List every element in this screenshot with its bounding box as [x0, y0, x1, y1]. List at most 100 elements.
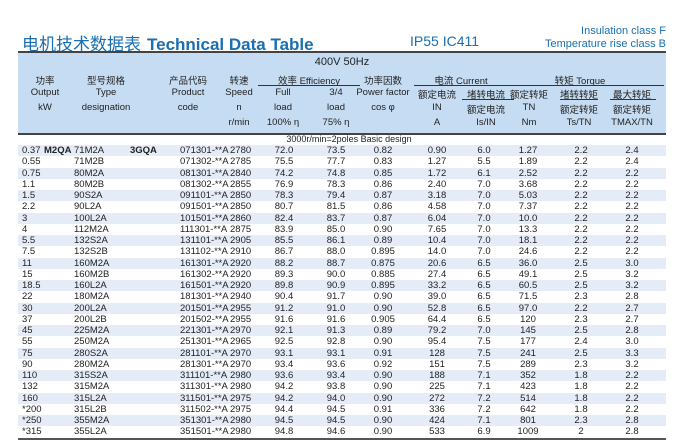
cell-speed: 2955 — [230, 313, 252, 325]
cell-code: 251301-**A — [180, 336, 229, 348]
cell-speed: 2920 — [230, 280, 252, 291]
header-output-line-2: kW — [38, 102, 52, 113]
cell-output: 90 — [22, 358, 33, 370]
header-tstn-line-2: Ts/TN — [566, 117, 592, 128]
cell-speed: 2855 — [230, 178, 252, 190]
cell-type: 315M2A — [74, 381, 110, 393]
cell-code: 221301-**A — [180, 325, 229, 336]
cell-rated-current: 1.72 — [427, 167, 447, 179]
cell-speed: 2975 — [230, 392, 252, 404]
cell-type: 160M2A — [74, 257, 110, 269]
cell-output: *250 — [22, 415, 42, 426]
cell-tmax-tn: 2.4 — [625, 145, 639, 156]
cell-rated-current: 2.40 — [427, 178, 447, 190]
cell-tmax-tn: 3.0 — [625, 257, 639, 269]
cell-code: 091501-**A — [180, 201, 229, 213]
cell-eff-full: 82.4 — [274, 212, 294, 224]
header-underline — [610, 99, 656, 100]
cell-power-factor: 0.895 — [371, 246, 395, 258]
cell-tmax-tn: 2.2 — [625, 403, 639, 415]
cell-rated-torque: 352 — [520, 370, 536, 381]
cell-eff-full: 85.5 — [274, 235, 294, 246]
header-eff-34-line-2: 75% η — [322, 117, 350, 128]
cell-eff-34: 81.5 — [326, 201, 346, 213]
cell-eff-full: 86.7 — [274, 246, 294, 258]
table-row: 11 160M2A 161301-**A 2920 88.2 88.7 0.875 20.6 6… — [18, 257, 666, 269]
cell-type: 160L2A — [74, 280, 107, 291]
cell-eff-34: 91.3 — [326, 325, 346, 336]
cell-rated-current: 14.0 — [427, 246, 447, 258]
cell-speed: 2910 — [230, 246, 252, 258]
cell-power-factor: 0.87 — [373, 190, 393, 201]
table-row: 2.2 90L2A 091501-**A 2850 80.7 81.5 0.86 4.58 7.… — [18, 201, 666, 212]
cell-power-factor: 0.905 — [371, 313, 395, 325]
cell-type: 71M2B — [74, 156, 105, 168]
cell-rated-current: 1.27 — [427, 156, 447, 168]
cell-code: 071301-**A — [180, 145, 229, 156]
cell-tmax-tn: 2.2 — [625, 178, 639, 190]
cell-type: 315L2B — [74, 403, 107, 415]
cell-code: 311502-**A — [180, 403, 228, 415]
cell-tmax-tn: 2.2 — [625, 370, 639, 381]
cell-output: *315 — [22, 426, 42, 438]
cell-output: 22 — [22, 291, 33, 303]
cell-rated-torque: 71.5 — [518, 291, 538, 303]
cell-rated-current: 188 — [429, 370, 445, 381]
header-current: 电流 Current — [434, 76, 488, 87]
cell-rated-current: 95.4 — [427, 336, 447, 348]
cell-rated-current: 20.6 — [427, 257, 447, 269]
cell-rated-current: 272 — [429, 392, 445, 404]
cell-rated-torque: 177 — [520, 336, 536, 348]
cell-output: 4 — [22, 223, 28, 235]
cell-eff-full: 92.1 — [274, 325, 294, 336]
header-tmax-line-0: 最大转矩 — [612, 90, 652, 101]
table-row: 1.1 80M2B 081302-**A 2855 76.9 78.3 0.86 2.40 7.… — [18, 179, 666, 190]
table-row: 18.5 160L2A 161501-**A 2920 89.8 90.9 0.895 33.… — [18, 280, 666, 291]
cell-power-factor: 0.87 — [373, 212, 393, 224]
cell-eff-34: 74.8 — [326, 167, 346, 179]
cell-eff-34: 91.6 — [326, 313, 346, 325]
cell-rated-current: 52.8 — [427, 302, 447, 314]
cell-rated-torque: 60.5 — [518, 280, 538, 291]
cell-rated-current: 225 — [429, 381, 445, 393]
cell-eff-full: 88.2 — [274, 257, 294, 269]
cell-power-factor: 0.92 — [373, 358, 393, 370]
cell-is-in: 7.0 — [477, 246, 491, 258]
cell-is-in: 7.0 — [477, 223, 491, 235]
cell-is-in: 7.5 — [477, 347, 491, 359]
cell-ts-tn: 2.2 — [574, 223, 588, 235]
cell-eff-full: 89.3 — [274, 268, 294, 280]
cell-type: 355M2A — [74, 415, 110, 426]
header-underline — [560, 99, 598, 100]
cell-ts-tn: 2.2 — [574, 145, 588, 156]
cell-rated-torque: 289 — [520, 358, 536, 370]
cell-tmax-tn: 2.7 — [625, 313, 639, 325]
cell-output: 3 — [22, 212, 28, 224]
cell-output: 0.37 — [22, 145, 41, 156]
cell-eff-34: 94.0 — [326, 392, 346, 404]
cell-tmax-tn: 2.2 — [625, 246, 639, 258]
cell-eff-34: 91.7 — [326, 291, 346, 303]
cell-tmax-tn: 2.4 — [625, 156, 639, 168]
cell-ts-tn: 2.2 — [574, 167, 588, 179]
cell-ts-tn: 1.8 — [574, 403, 588, 415]
cell-code: 071302-**A — [180, 156, 229, 168]
cell-ts-tn: 2.5 — [574, 257, 588, 269]
cell-speed: 2980 — [230, 381, 252, 393]
cell-rated-torque: 2.52 — [518, 167, 538, 179]
cell-eff-34: 93.4 — [326, 370, 346, 381]
cell-type: 315L2A — [74, 392, 107, 404]
cell-rated-torque: 120 — [520, 313, 536, 325]
cell-ts-tn: 2.4 — [574, 336, 588, 348]
cell-tmax-tn: 2.7 — [625, 302, 639, 314]
header-tn-line-1: TN — [522, 102, 536, 113]
cell-eff-full: 94.8 — [274, 426, 294, 438]
header-speed-line-2: n — [236, 102, 242, 113]
cell-code: 161302-**A — [180, 268, 229, 280]
cell-output: 30 — [22, 302, 33, 314]
header-pf-line-0: 功率因数 — [363, 76, 403, 87]
cell-ts-tn: 2.5 — [574, 347, 588, 359]
table-row: 4 112M2A 111301-**A 2875 83.9 85.0 0.90 7.65 7.0… — [18, 224, 666, 235]
cell-eff-full: 91.6 — [274, 313, 294, 325]
table-row: *250 355M2A 351301-**A 2980 94.5 94.5 0.90 424 7… — [18, 415, 666, 426]
